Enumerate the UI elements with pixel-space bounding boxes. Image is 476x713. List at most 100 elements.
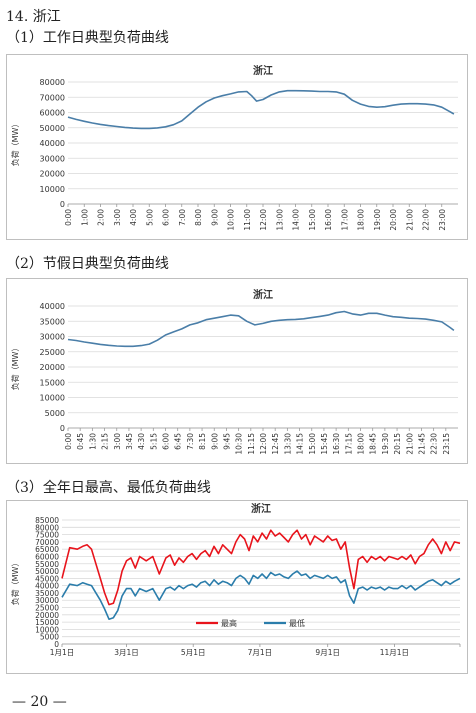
chart-border (6, 278, 468, 464)
y-tick-label-4: 20000 (35, 611, 59, 620)
x-tick-label-6: 4:30 (137, 433, 146, 450)
x-tick-label-22: 16:30 (332, 433, 341, 455)
chart-annual: 浙江 0 5000 10000 15000 20000 25000 30000 35000 400… (6, 500, 468, 674)
y-axis-label: 负荷（MW） (10, 559, 20, 606)
x-tick-label-14: 10:30 (235, 433, 244, 455)
y-axis-label: 负荷（MW） (10, 344, 20, 391)
x-tick-label-21: 15:45 (320, 433, 329, 455)
y-tick-label-5: 50000 (40, 124, 65, 133)
x-tick-label-13: 13:00 (275, 209, 284, 231)
x-tick-label-18: 13:30 (283, 433, 292, 455)
load-series-line (67, 310, 455, 348)
x-tick-label-8: 8:00 (194, 209, 203, 226)
subtitle-workday: （1）工作日典型负荷曲线 (6, 30, 169, 46)
y-tick-label-15: 75000 (35, 531, 59, 540)
x-tick-label-30: 22:30 (430, 433, 439, 455)
legend-label-0: 最高 (221, 618, 237, 628)
y-tick-label-11: 55000 (35, 560, 59, 569)
x-tick-label-16: 16:00 (324, 209, 333, 231)
y-tick-label-7: 35000 (35, 589, 59, 598)
chart-workday: 浙江 0 10000 20000 30000 40000 50000 60000 70000 80… (6, 54, 468, 240)
x-tick-label-11: 8:15 (198, 433, 207, 450)
series-line-1 (61, 570, 461, 620)
y-tick-label-4: 40000 (40, 139, 65, 148)
x-tick-label-7: 7:00 (178, 209, 187, 226)
x-tick-label-29: 21:45 (417, 433, 426, 455)
x-tick-label-0: 0:00 (64, 433, 73, 450)
x-tick-label-8: 6:00 (162, 433, 171, 450)
y-tick-label-2: 10000 (35, 625, 59, 634)
x-tick-label-20: 20:00 (389, 209, 398, 231)
x-tick-label-19: 19:00 (373, 209, 382, 231)
y-tick-label-0: 0 (60, 424, 65, 433)
x-tick-label-15: 15:00 (308, 209, 317, 231)
y-tick-label-16: 80000 (35, 523, 59, 532)
y-tick-label-7: 35000 (40, 317, 65, 326)
y-tick-label-2: 20000 (40, 170, 65, 179)
y-tick-label-3: 30000 (40, 154, 65, 163)
chart-annual-svg: 浙江 05000100001500020000250003000035000400… (6, 500, 468, 674)
y-tick-label-0: 0 (54, 640, 59, 649)
x-tick-label-24: 18:00 (357, 433, 366, 455)
y-tick-label-10: 50000 (35, 567, 59, 576)
chart-workday-svg: 浙江 0 10000 20000 30000 40000 50000 60000 70000 80… (6, 54, 468, 240)
x-tick-label-12: 12:00 (259, 209, 268, 231)
x-tick-label-0: 0:00 (64, 209, 73, 226)
x-tick-label-5: 5:00 (145, 209, 154, 226)
x-tick-label-4: 3:00 (113, 433, 122, 450)
y-tick-label-0: 0 (60, 200, 65, 209)
x-tick-label-13: 9:45 (222, 433, 231, 450)
x-tick-label-7: 5:15 (149, 433, 158, 450)
y-tick-label-1: 5000 (45, 409, 65, 418)
y-tick-label-4: 20000 (40, 363, 65, 372)
x-tick-label-5: 11月1日 (380, 648, 409, 657)
x-tick-label-22: 22:00 (422, 209, 431, 231)
y-tick-label-3: 15000 (40, 378, 65, 387)
chart-holiday-svg: 浙江 0 5000 10000 15000 20000 25000 30000 35000 400… (6, 278, 468, 464)
x-tick-label-1: 1:00 (80, 209, 89, 226)
x-tick-label-1: 0:45 (76, 433, 85, 450)
y-tick-label-6: 30000 (40, 333, 65, 342)
x-tick-label-12: 9:00 (210, 433, 219, 450)
x-tick-label-3: 7月1日 (248, 648, 273, 657)
x-tick-label-4: 9月1日 (315, 648, 340, 657)
chart-border (6, 54, 468, 240)
x-tick-label-17: 17:00 (340, 209, 349, 231)
x-tick-label-4: 4:00 (129, 209, 138, 226)
y-tick-label-14: 70000 (35, 538, 59, 547)
x-tick-label-10: 10:00 (227, 209, 236, 231)
y-tick-label-5: 25000 (35, 604, 59, 613)
x-tick-label-3: 3:00 (113, 209, 122, 226)
load-series-line (67, 89, 455, 130)
y-tick-label-5: 25000 (40, 348, 65, 357)
y-tick-label-8: 40000 (35, 582, 59, 591)
x-tick-label-31: 23:15 (442, 433, 451, 455)
x-tick-label-1: 3月1日 (114, 648, 139, 657)
x-tick-label-16: 12:00 (259, 433, 268, 455)
x-tick-label-2: 5月1日 (181, 648, 206, 657)
y-tick-label-12: 60000 (35, 552, 59, 561)
x-tick-label-9: 6:45 (174, 433, 183, 450)
y-tick-label-8: 40000 (40, 302, 65, 311)
y-tick-label-1: 10000 (40, 185, 65, 194)
x-tick-label-27: 20:15 (393, 433, 402, 455)
x-tick-label-6: 6:00 (162, 209, 171, 226)
legend-label-1: 最低 (289, 618, 305, 628)
x-tick-label-19: 14:15 (296, 433, 305, 455)
series-line-0 (61, 529, 461, 606)
y-tick-label-9: 45000 (35, 574, 59, 583)
subtitle-holiday: （2）节假日典型负荷曲线 (6, 256, 169, 272)
x-tick-label-2: 2:00 (97, 209, 106, 226)
x-tick-label-0: 1月1日 (50, 648, 75, 657)
page-number: — 20 — (12, 694, 67, 710)
y-tick-label-3: 15000 (35, 618, 59, 627)
y-tick-label-2: 10000 (40, 394, 65, 403)
x-tick-label-5: 3:45 (125, 433, 134, 450)
y-tick-label-6: 30000 (35, 596, 59, 605)
y-axis-label: 负荷（MW） (10, 120, 20, 167)
x-tick-label-15: 11:15 (247, 433, 256, 455)
x-tick-label-23: 23:00 (438, 209, 447, 231)
x-tick-label-10: 7:30 (186, 433, 195, 450)
subtitle-annual: （3）全年日最高、最低负荷曲线 (6, 480, 211, 496)
x-tick-label-17: 12:45 (271, 433, 280, 455)
